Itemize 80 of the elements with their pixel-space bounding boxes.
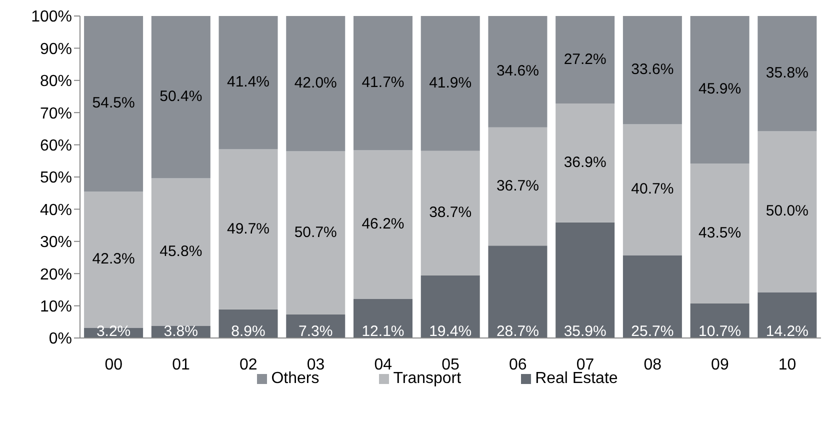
data-label: 36.9%: [564, 154, 606, 171]
data-label: 25.7%: [631, 323, 674, 340]
bar: [286, 16, 346, 152]
bar: [758, 292, 817, 338]
y-tick-label: 10%: [40, 298, 72, 316]
data-label: 3.8%: [164, 323, 198, 340]
bar: [758, 131, 817, 292]
x-tick-label: 10: [778, 356, 796, 374]
data-label: 42.0%: [294, 74, 337, 92]
x-tick-label: 01: [172, 356, 190, 374]
bar: [488, 16, 548, 128]
bar: [353, 299, 412, 338]
data-label: 34.6%: [496, 62, 539, 80]
y-tick-label: 60%: [40, 137, 72, 154]
bar: [84, 16, 144, 192]
bar: [690, 16, 750, 164]
x-tick-label: 04: [374, 356, 392, 374]
bar: [690, 163, 750, 304]
y-tick-label: 50%: [40, 170, 72, 187]
data-label: 40.7%: [631, 180, 674, 198]
data-label: 50.4%: [160, 88, 202, 106]
bar: [218, 16, 278, 150]
bar: [556, 222, 615, 338]
bar: [420, 16, 480, 151]
bar: [353, 16, 412, 150]
data-label: 43.5%: [698, 224, 742, 242]
bar: [622, 255, 682, 338]
data-label: 54.5%: [92, 94, 135, 112]
y-tick-label: 100%: [31, 8, 72, 26]
bar: [353, 150, 412, 300]
x-tick-label: 00: [104, 356, 123, 374]
data-label: 7.3%: [298, 323, 333, 340]
bar: [151, 178, 210, 326]
data-label: 46.2%: [362, 216, 404, 233]
bar: [758, 16, 817, 132]
data-label: 28.7%: [496, 323, 539, 340]
data-label: 38.7%: [429, 204, 472, 222]
data-label: 33.6%: [631, 61, 674, 78]
bar: [488, 246, 548, 338]
bar: [622, 16, 682, 124]
y-tick-label: 70%: [40, 105, 72, 122]
data-label: 8.9%: [231, 323, 266, 340]
bar: [556, 16, 615, 104]
y-tick-label: 40%: [40, 202, 72, 219]
data-label: 12.1%: [362, 323, 404, 340]
data-label: 35.8%: [766, 64, 808, 82]
data-label: 3.2%: [96, 323, 131, 340]
data-label: 27.2%: [564, 50, 606, 68]
y-tick-label: 90%: [40, 40, 72, 58]
data-label: 36.7%: [496, 177, 539, 194]
data-label: 45.8%: [160, 242, 202, 260]
data-label: 42.3%: [92, 250, 135, 268]
y-tick-label: 20%: [40, 266, 72, 284]
y-tick-label: 30%: [40, 234, 72, 252]
bar: [420, 150, 480, 276]
data-label: 19.4%: [429, 323, 472, 340]
bar: [218, 149, 278, 310]
bar: [690, 304, 750, 338]
y-tick-label: 80%: [40, 73, 72, 90]
x-tick-label: 09: [711, 356, 729, 374]
data-label: 10.7%: [698, 323, 742, 340]
data-label: 45.9%: [698, 80, 742, 98]
data-label: 50.7%: [294, 224, 337, 241]
x-tick-label: 02: [240, 356, 258, 374]
data-label: 41.9%: [429, 74, 472, 92]
data-label: 41.7%: [362, 74, 404, 92]
bar: [488, 127, 548, 246]
bar: [151, 16, 210, 178]
data-label: 50.0%: [766, 202, 808, 220]
bar: [622, 124, 682, 256]
data-label: 35.9%: [564, 323, 606, 340]
bar: [286, 151, 346, 314]
data-label: 14.2%: [766, 323, 808, 340]
data-label: 41.4%: [226, 74, 270, 91]
bar: [420, 276, 480, 338]
x-tick-label: 06: [508, 356, 527, 374]
data-label: 49.7%: [226, 220, 270, 238]
y-tick-label: 0%: [48, 330, 72, 348]
bar: [556, 104, 615, 222]
x-tick-label: 08: [644, 356, 662, 374]
